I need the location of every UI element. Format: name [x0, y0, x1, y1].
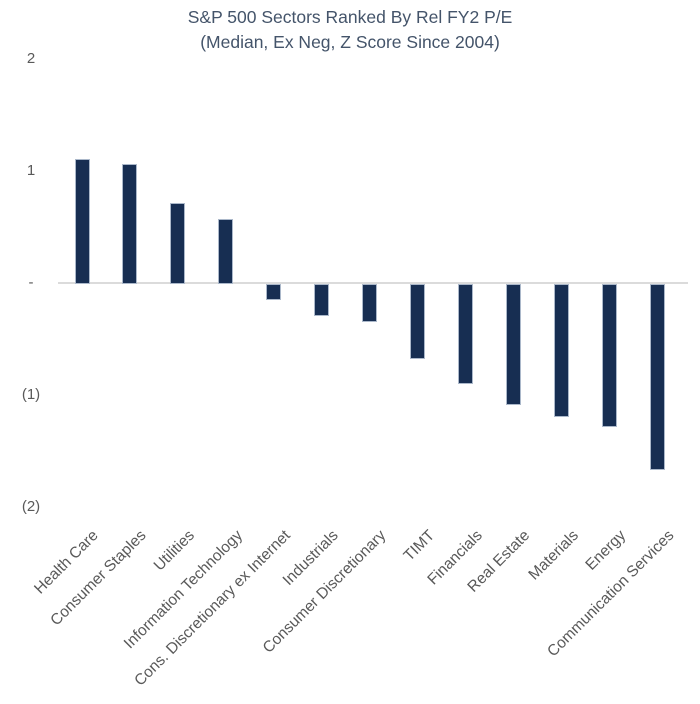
chart-subtitle: (Median, Ex Neg, Z Score Since 2004) — [200, 32, 500, 52]
chart-title: S&P 500 Sectors Ranked By Rel FY2 P/E — [187, 7, 513, 27]
category-label: Energy — [582, 527, 630, 574]
bar — [410, 284, 426, 360]
y-tick-label: 1 — [26, 162, 36, 179]
zero-gridline — [58, 282, 688, 284]
bar — [458, 284, 474, 384]
y-tick-label: - — [28, 274, 34, 291]
bar — [601, 284, 617, 428]
bar — [170, 203, 186, 284]
bar — [266, 284, 282, 300]
bar — [122, 164, 138, 284]
bar — [314, 284, 330, 317]
bar — [74, 158, 90, 284]
bar — [506, 284, 522, 405]
y-tick-label: (1) — [21, 386, 41, 403]
bar — [649, 284, 665, 470]
category-label: Materials — [525, 527, 582, 584]
y-tick-label: (2) — [21, 498, 41, 515]
category-label: TIMT — [400, 527, 438, 565]
bar — [218, 219, 234, 284]
bar — [554, 284, 569, 418]
bar — [362, 284, 378, 323]
y-tick-label: 2 — [26, 50, 36, 67]
